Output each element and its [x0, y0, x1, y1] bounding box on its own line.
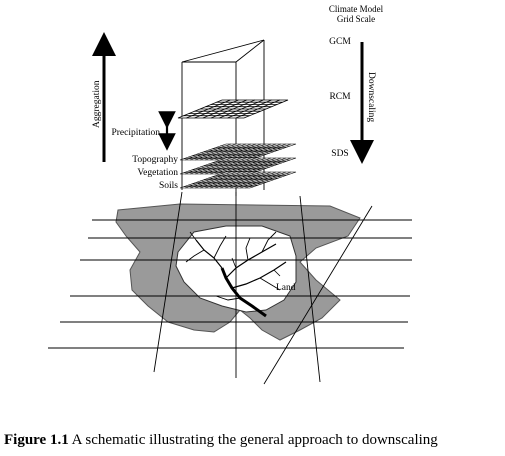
caption-text: A schematic illustrating the general app… — [68, 432, 438, 448]
topography-label: Topography — [132, 155, 178, 165]
downscaling-label: Downscaling — [366, 72, 376, 122]
land-map — [48, 191, 412, 385]
precipitation-label: Precipitation — [111, 128, 160, 138]
sds-grid-soils — [179, 171, 297, 189]
aggregation-label: Aggregation — [92, 80, 102, 128]
sds-grid-vegetation — [179, 157, 297, 175]
climate-model-label: Climate Model — [329, 4, 384, 14]
figure-caption: Figure 1.1 A schematic illustrating the … — [4, 432, 504, 449]
gcm-label: GCM — [329, 37, 351, 47]
figure-number: Figure 1.1 — [4, 432, 69, 448]
sds-grid-topography — [179, 143, 297, 161]
sds-label: SDS — [331, 149, 348, 159]
grid-scale-label: Grid Scale — [337, 14, 375, 24]
rcm-grid-plane — [177, 99, 289, 119]
soils-label: Soils — [159, 181, 178, 191]
vegetation-label: Vegetation — [137, 168, 178, 178]
rcm-label: RCM — [329, 92, 351, 102]
land-label: Land — [276, 283, 296, 293]
ground-grid — [48, 191, 412, 385]
